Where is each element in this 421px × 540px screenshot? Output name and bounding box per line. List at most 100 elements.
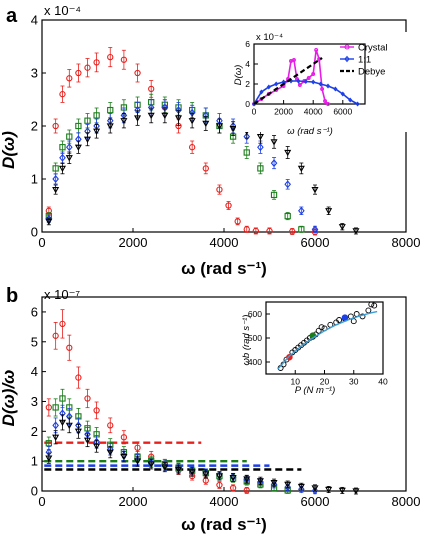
panel-a-point	[298, 226, 305, 233]
panel-b-point	[243, 487, 250, 494]
panel-b-inset-ytick-label: 600	[248, 309, 262, 319]
panel-a-point	[188, 118, 196, 125]
panel-a-point	[59, 91, 66, 98]
panel-b-point	[58, 419, 67, 427]
panel-b-xtick-label: 0	[38, 494, 45, 509]
panel-a: a x 10⁻⁴ 0 2000 4000 6000 8000 0 1 2 3 4 D(ω) ω (…	[0, 3, 420, 278]
panel-a-inset-point	[311, 79, 316, 85]
panel-b: b x 10⁻⁷ 0 2000 4000 6000 8000 0 1 2 3 4 5 6 D(ω)/ω…	[0, 285, 420, 534]
panel-b-point	[107, 422, 114, 429]
panel-b-xtick-label: 8000	[392, 494, 421, 509]
panel-a-inset-ytick-label: 6	[245, 39, 250, 49]
panel-a-ytick-label: 2	[31, 119, 38, 134]
panel-b-point	[45, 455, 53, 462]
panel-a-inset-point	[306, 76, 311, 80]
panel-b-point	[59, 320, 66, 328]
panel-b-point	[298, 485, 305, 494]
panel-a-point	[256, 133, 264, 141]
panel-b-point	[284, 481, 292, 489]
panel-b-ytick-label: 2	[31, 424, 38, 439]
panel-a-point	[120, 56, 128, 63]
legend-marker	[344, 55, 350, 63]
panel-a-point	[65, 143, 73, 152]
panel-b-point	[147, 461, 155, 468]
panel-b-ytick-label: 0	[31, 484, 38, 499]
panel-a-point	[93, 59, 100, 66]
panel-a-inset-point	[355, 101, 360, 107]
panel-a-inset-xtick-label: 4000	[304, 107, 323, 117]
legend-marker	[344, 44, 350, 50]
panel-b-point	[311, 486, 319, 495]
panel-a-point	[266, 227, 273, 235]
panel-a-inset-point	[259, 89, 264, 95]
panel-a-point	[134, 115, 142, 122]
panel-a-point	[52, 186, 60, 194]
panel-b-point	[45, 404, 52, 411]
panel-b-inset-point	[315, 327, 322, 334]
panel-a-ytick-label: 4	[31, 13, 38, 28]
panel-a-ytick-label: 0	[31, 225, 38, 240]
panel-b-point	[215, 473, 223, 480]
panel-a-xtick-label: 8000	[392, 235, 421, 250]
panel-a-point	[202, 165, 209, 172]
panel-a-point	[147, 112, 155, 120]
panel-b-xtick-label: 4000	[210, 494, 239, 509]
panel-a-point	[106, 123, 114, 130]
panel-b-point	[270, 480, 278, 487]
panel-a-inset-point	[314, 48, 319, 52]
panel-b-inset-xtick-label: 30	[349, 377, 359, 387]
panel-b-point	[325, 486, 333, 494]
panel-b-point	[84, 395, 91, 402]
panel-a-point	[93, 112, 100, 119]
panel-b-y-scale: x 10⁻⁷	[44, 287, 80, 302]
panel-b-inset-point	[336, 317, 343, 323]
panel-b-inset-point	[371, 302, 378, 309]
panel-a-point	[59, 144, 66, 151]
panel-a-inset-point	[326, 102, 330, 106]
panel-b-inset: 10 20 30 40 400 500 600 ωb (rad s⁻¹) P (N m⁻¹)	[241, 298, 391, 396]
panel-a-inset-frame	[253, 43, 366, 105]
panel-a-point	[311, 225, 319, 234]
panel-b-series-3	[45, 414, 360, 495]
panel-b-inset-plot: 10 20 30 40 400 500 600	[242, 298, 391, 396]
panel-b-point	[65, 422, 73, 430]
panel-b-point	[338, 487, 346, 495]
panel-a-inset-x-label: ω (rad s⁻¹)	[287, 126, 333, 137]
panel-a-point	[188, 144, 196, 151]
panel-b-point	[134, 458, 142, 465]
panel-b-y-label: D(ω)/ω	[0, 370, 18, 427]
panel-a-point	[270, 159, 278, 168]
panel-a-point	[325, 208, 333, 215]
panel-b-point	[284, 483, 292, 492]
panel-b-point	[52, 404, 59, 411]
panel-b-point	[161, 464, 169, 471]
panel-a-inset-xtick-label: 2000	[274, 107, 293, 117]
panel-b-point	[52, 332, 59, 339]
panel-b-ytick-label: 6	[31, 304, 38, 319]
panel-a-inset-point	[297, 83, 302, 87]
panel-a-inset-plot: 0 2000 4000 6000 0 2 4 6	[236, 32, 407, 132]
panel-a-x-label: ω (rad s⁻¹)	[181, 259, 267, 278]
panel-b-point	[229, 484, 237, 492]
panel-b-point	[202, 471, 210, 478]
panel-b-point	[120, 454, 128, 461]
panel-a-point	[107, 53, 114, 61]
panel-a-point	[52, 122, 59, 130]
panel-a-inset-line	[253, 80, 358, 105]
panel-a-ytick-label: 1	[31, 172, 38, 187]
panel-a-point	[202, 120, 210, 128]
panel-b-inset-highlight-point	[341, 314, 349, 321]
panel-b-xtick-label: 6000	[301, 494, 330, 509]
panel-b-point	[297, 483, 305, 491]
panel-a-point	[270, 191, 278, 199]
panel-a-inset-y-label: D(ω)	[233, 65, 244, 86]
panel-a-inset-point	[348, 97, 353, 103]
panel-a-point	[161, 112, 169, 120]
panel-a-xtick-label: 6000	[301, 235, 330, 250]
panel-b-ytick-label: 1	[31, 454, 38, 469]
panel-b-point	[74, 428, 82, 436]
panel-a-point	[252, 227, 259, 235]
panel-a-point	[148, 85, 155, 93]
